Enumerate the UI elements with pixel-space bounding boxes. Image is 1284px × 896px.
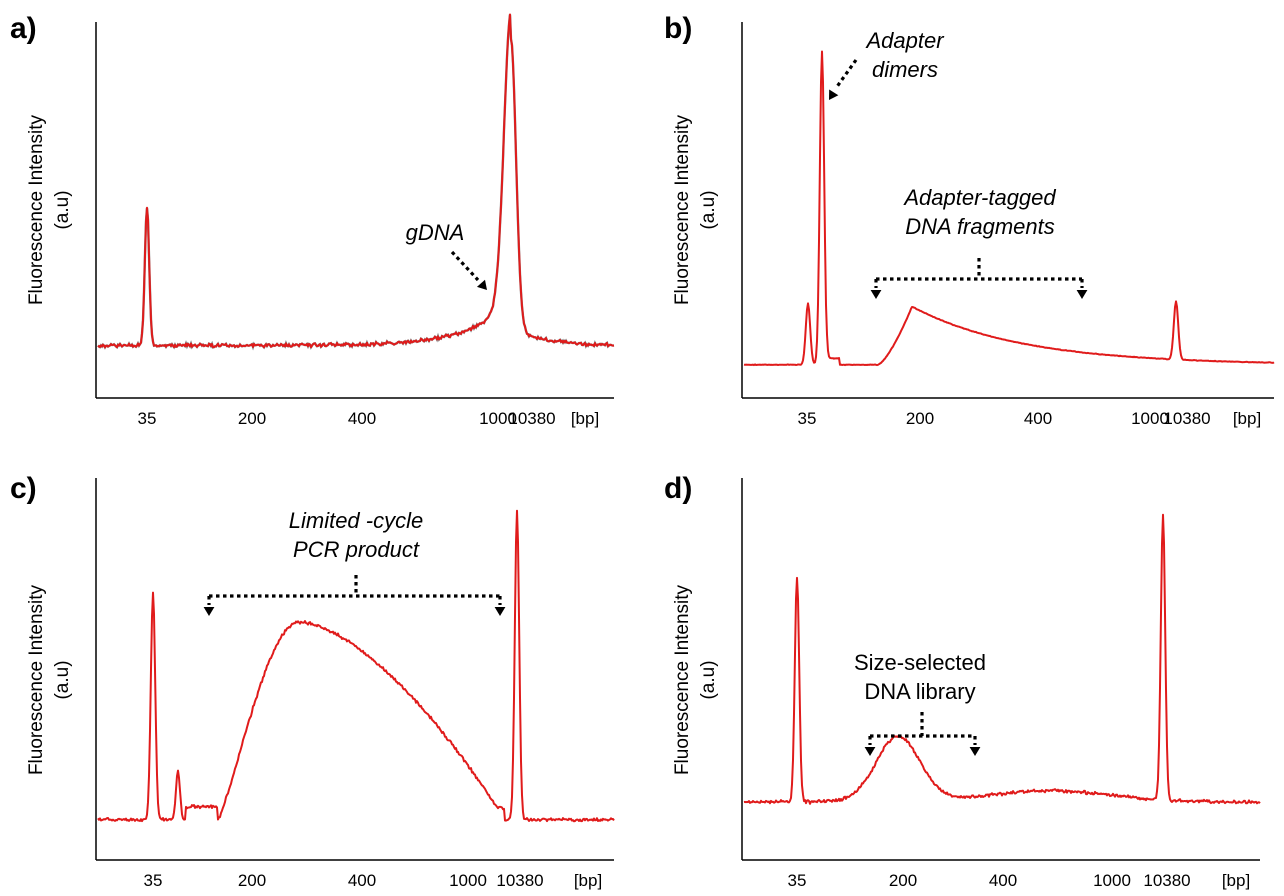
x-tick-label: 35 (788, 871, 807, 890)
x-tick-label: 1000 (1131, 409, 1169, 428)
panel-a: a) Fluorescence Intensity (a.u) 35 200 400 100… (10, 12, 615, 428)
annotation-pcr-product: PCR product (293, 537, 420, 562)
annotation-size-selected: Size-selected (854, 650, 986, 675)
panel-d: d) Fluorescence Intensity (a.u) 35 200 400 100… (664, 472, 1261, 890)
x-tick-label: 400 (348, 409, 376, 428)
x-tick-label: 35 (798, 409, 817, 428)
arrowhead (864, 747, 876, 756)
panel-letter: a) (10, 12, 37, 45)
x-tick-label: [bp] (1233, 409, 1261, 428)
x-tick-label: [bp] (574, 871, 602, 890)
x-tick-label: 10380 (1163, 409, 1210, 428)
y-axis-label: Fluorescence Intensity (a.u) (26, 114, 73, 305)
x-tick-label: 1000 (1093, 871, 1131, 890)
arrowhead (476, 279, 487, 290)
series-line (97, 509, 615, 823)
x-tick-label: 35 (138, 409, 157, 428)
panel-b: b) Fluorescence Intensity (a.u) 35 200 400 100… (664, 12, 1275, 428)
annotation-gdna: gDNA (406, 220, 465, 245)
annotation-size-selected: DNA library (864, 679, 975, 704)
x-tick-label: 1000 (479, 409, 517, 428)
x-tick-label: 10380 (1143, 871, 1190, 890)
series-line (97, 13, 615, 349)
x-tick-label: 200 (238, 871, 266, 890)
annotation-adapter-dimers: Adapter (864, 28, 945, 53)
annotation-arrow (834, 59, 858, 89)
annotation-pcr-product: Limited -cycle (289, 508, 423, 533)
x-tick-label: 400 (348, 871, 376, 890)
annotation-adapter-tagged: Adapter-tagged (902, 185, 1056, 210)
x-tick-label: 35 (144, 871, 163, 890)
trace-shadow (97, 14, 615, 351)
arrowhead (969, 747, 981, 756)
x-tick-label: 400 (989, 871, 1017, 890)
arrowhead (870, 290, 882, 299)
series-line (743, 50, 1275, 367)
x-tick-label: 200 (906, 409, 934, 428)
y-axis-label: Fluorescence Intensity (a.u) (672, 584, 719, 775)
x-tick-label: 10380 (508, 409, 555, 428)
y-axis-label: Fluorescence Intensity (a.u) (26, 584, 73, 775)
panel-letter: c) (10, 472, 37, 505)
x-tick-label: [bp] (1222, 871, 1250, 890)
panel-letter: d) (664, 472, 692, 505)
y-axis-label: Fluorescence Intensity (a.u) (672, 114, 719, 305)
x-tick-label: 400 (1024, 409, 1052, 428)
arrowhead (203, 607, 215, 616)
annotations: gDNA Adapter dimers Adapter-tagged DNA fragm… (203, 28, 1088, 756)
x-tick-label: 1000 (449, 871, 487, 890)
x-tick-label: 10380 (496, 871, 543, 890)
panel-letter: b) (664, 12, 692, 45)
arrowhead (829, 89, 839, 100)
series-line (743, 513, 1261, 805)
annotation-adapter-tagged: DNA fragments (905, 214, 1055, 239)
annotation-arrow (450, 250, 480, 282)
x-tick-label: [bp] (571, 409, 599, 428)
annotation-adapter-dimers: dimers (872, 57, 938, 82)
arrowhead (494, 607, 506, 616)
panel-c: c) Fluorescence Intensity (a.u) 35 200 400 100… (10, 472, 615, 890)
arrowhead (1076, 290, 1088, 299)
x-tick-label: 200 (889, 871, 917, 890)
x-tick-label: 200 (238, 409, 266, 428)
